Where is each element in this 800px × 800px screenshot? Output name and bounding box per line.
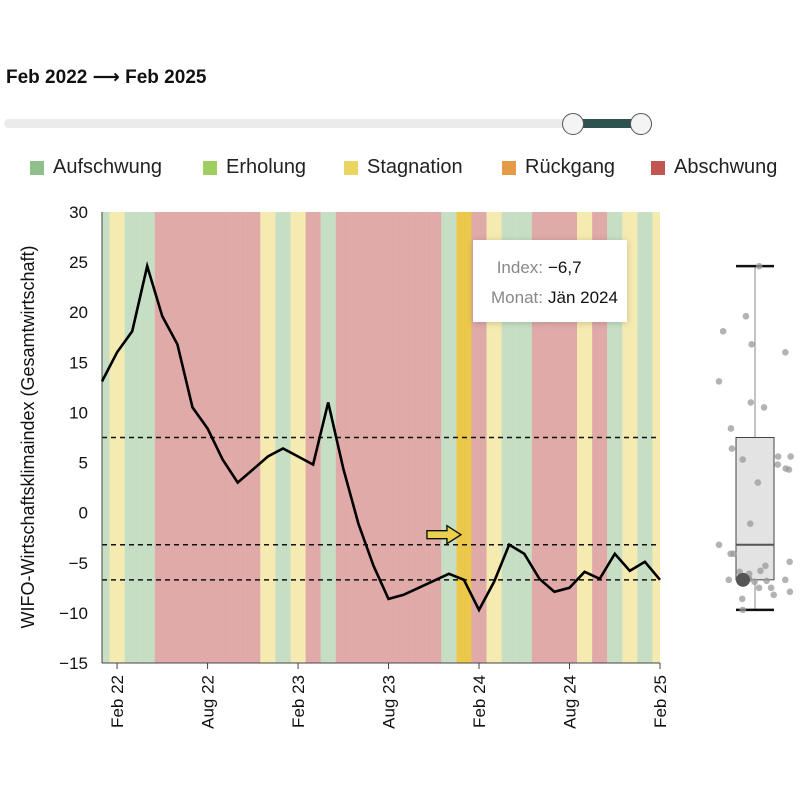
legend-item-stagnation[interactable]: Stagnation bbox=[344, 156, 463, 179]
boxplot-point bbox=[739, 606, 747, 614]
boxplot-point bbox=[725, 576, 733, 584]
boxplot-point bbox=[786, 558, 793, 566]
axes: 30 25 20 15 10 5 0 −5 −10 −15 Feb 22 Aug 22 Feb 23 Au… bbox=[59, 203, 670, 729]
x-tick-label: Aug 23 bbox=[380, 675, 399, 729]
boxplot-point bbox=[727, 425, 735, 432]
index-series bbox=[100, 261, 661, 613]
range-slider-track[interactable] bbox=[4, 119, 652, 128]
boxplot-point bbox=[786, 588, 794, 596]
y-tick-label: 20 bbox=[69, 303, 88, 322]
boxplot-point bbox=[787, 453, 794, 460]
x-tick-label: Aug 22 bbox=[199, 675, 218, 729]
legend-swatch bbox=[203, 160, 217, 175]
tooltip-index-key: Index: bbox=[496, 258, 543, 277]
range-slider-selection[interactable] bbox=[572, 119, 642, 128]
arrow-icon bbox=[426, 524, 463, 545]
boxplot-point bbox=[748, 340, 755, 348]
legend: Aufschwung Erholung Stagnation Rückgang … bbox=[0, 156, 800, 184]
boxplot-point bbox=[746, 520, 754, 527]
phase-band bbox=[577, 212, 593, 663]
boxplot-point bbox=[757, 567, 764, 575]
phase-band bbox=[607, 212, 623, 663]
phase-band bbox=[109, 212, 125, 663]
y-tick-label: −5 bbox=[69, 554, 88, 573]
y-tick-label: −15 bbox=[59, 654, 88, 673]
legend-swatch bbox=[502, 160, 516, 175]
phase-band bbox=[426, 212, 442, 663]
y-tick-label: 10 bbox=[69, 403, 88, 422]
legend-item-abschwung[interactable]: Abschwung bbox=[651, 156, 777, 179]
boxplot-point bbox=[767, 584, 775, 592]
boxplot-point bbox=[719, 327, 727, 335]
y-tick-label: 0 bbox=[79, 504, 88, 523]
y-axis-label: WIFO-Wirtschaftsklimaindex (Gesamtwirtsc… bbox=[18, 245, 38, 628]
boxplot-point bbox=[751, 578, 758, 586]
legend-item-rueckgang[interactable]: Rückgang bbox=[502, 156, 615, 179]
legend-swatch bbox=[651, 160, 665, 175]
boxplot-point bbox=[755, 262, 763, 270]
phase-band bbox=[652, 212, 660, 663]
boxplot-point bbox=[730, 550, 737, 558]
phase-band bbox=[531, 212, 547, 663]
y-tick-label: 15 bbox=[69, 353, 88, 372]
legend-item-aufschwung[interactable]: Aufschwung bbox=[30, 156, 162, 179]
boxplot-highlight-point bbox=[736, 572, 750, 587]
range-title: Feb 2022 ⟶ Feb 2025 bbox=[6, 67, 207, 88]
legend-swatch bbox=[30, 160, 44, 175]
phase-band bbox=[290, 212, 306, 663]
boxplot-point bbox=[728, 445, 736, 452]
y-tick-label: 30 bbox=[69, 203, 88, 222]
boxplot-point bbox=[774, 453, 782, 460]
tooltip-index-value: −6,7 bbox=[548, 258, 582, 277]
boxplot-point bbox=[755, 584, 763, 592]
index-line bbox=[100, 261, 661, 613]
range-slider-end-handle[interactable] bbox=[630, 113, 652, 135]
x-tick-label: Feb 22 bbox=[108, 675, 127, 728]
boxplot-point bbox=[754, 479, 762, 486]
tooltip-month-key: Monat: bbox=[491, 288, 543, 307]
boxplot-point bbox=[762, 562, 769, 570]
y-tick-label: 25 bbox=[69, 253, 88, 272]
boxplot-point bbox=[715, 378, 723, 385]
phase-band bbox=[335, 212, 351, 663]
y-tick-label: 5 bbox=[79, 454, 88, 473]
phase-band bbox=[245, 212, 261, 663]
x-tick-label: Feb 25 bbox=[651, 675, 670, 728]
x-tick-label: Aug 24 bbox=[561, 675, 580, 729]
legend-label: Abschwung bbox=[674, 156, 778, 178]
x-tick-label: Feb 23 bbox=[289, 675, 308, 728]
boxplot-point bbox=[763, 577, 770, 585]
legend-label: Stagnation bbox=[367, 156, 463, 178]
boxplot-point bbox=[715, 541, 723, 549]
boxplot-point bbox=[739, 456, 746, 463]
y-tick-label: −10 bbox=[59, 604, 88, 623]
boxplot-point bbox=[742, 312, 750, 320]
legend-label: Erholung bbox=[226, 156, 307, 178]
boxplot-point bbox=[770, 591, 778, 599]
boxplot-point bbox=[781, 576, 789, 584]
phase-band bbox=[381, 212, 397, 663]
tooltip: Index: −6,7 Monat: Jän 2024 bbox=[473, 240, 627, 322]
boxplot-point bbox=[738, 595, 746, 603]
x-tick-label: Feb 24 bbox=[470, 675, 489, 728]
range-slider-start-handle[interactable] bbox=[562, 113, 584, 135]
boxplot-point bbox=[747, 399, 755, 406]
phase-band bbox=[622, 212, 638, 663]
tooltip-month-value: Jän 2024 bbox=[548, 288, 618, 307]
phase-band bbox=[561, 212, 578, 663]
boxplot-point bbox=[782, 465, 790, 472]
legend-item-erholung[interactable]: Erholung bbox=[203, 156, 306, 179]
highlight-arrow bbox=[426, 524, 463, 545]
legend-swatch bbox=[344, 160, 358, 175]
legend-label: Aufschwung bbox=[53, 156, 162, 178]
phase-band bbox=[471, 212, 487, 663]
boxplot bbox=[715, 262, 794, 614]
legend-label: Rückgang bbox=[525, 156, 616, 178]
boxplot-point bbox=[760, 404, 768, 411]
phase-band bbox=[486, 212, 502, 663]
phase-band bbox=[200, 212, 216, 663]
boxplot-point bbox=[782, 349, 789, 356]
boxplot-point bbox=[774, 461, 782, 468]
